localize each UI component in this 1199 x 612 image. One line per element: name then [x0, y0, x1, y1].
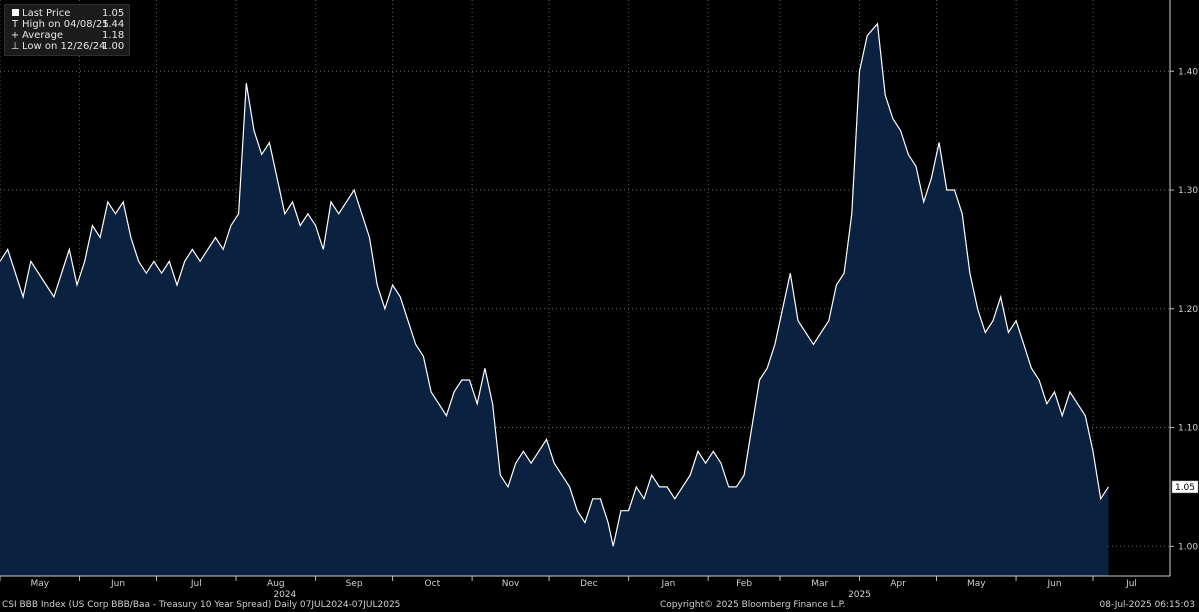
y-tick-label: 1.30	[1178, 186, 1198, 196]
average-marker-icon: +	[10, 30, 20, 41]
footer-timestamp: 08-Jul-2025 06:15:03	[1099, 600, 1196, 610]
x-tick-label: May	[967, 579, 986, 589]
y-tick-label: 1.00	[1178, 542, 1198, 552]
y-tick-label: 1.10	[1178, 424, 1198, 434]
x-tick-label: Dec	[580, 579, 597, 589]
x-tick-label: Jul	[1125, 579, 1137, 589]
legend-value: 1.00	[102, 41, 125, 52]
x-tick-label: Feb	[736, 579, 752, 589]
legend-item-last-price: Last Price 1.05	[10, 8, 124, 19]
y-tick-label: 1.20	[1178, 305, 1198, 315]
x-tick-label: Nov	[502, 579, 520, 589]
x-tick-label: Aug	[267, 579, 285, 589]
legend-label: Last Price	[22, 8, 71, 19]
x-tick-label: Jul	[190, 579, 202, 589]
legend: Last Price 1.05 T High on 04/08/25 1.44 …	[4, 4, 130, 56]
legend-value: 1.44	[102, 19, 125, 30]
legend-item-low: ⊥ Low on 12/26/24 1.00	[10, 41, 125, 52]
x-tick-label: Oct	[425, 579, 441, 589]
high-marker-icon: T	[11, 19, 19, 30]
year-label: 2025	[848, 590, 871, 600]
legend-label: High on 04/08/25	[22, 19, 109, 30]
series-line	[0, 22, 1109, 547]
last-price-tag	[1171, 480, 1199, 494]
legend-label: Average	[22, 30, 64, 41]
x-tick-label: Sep	[346, 579, 363, 589]
low-marker-icon: ⊥	[10, 41, 20, 52]
area-series	[0, 22, 1109, 577]
x-tick-label: May	[30, 579, 49, 589]
legend-item-average: + Average 1.18	[10, 30, 124, 41]
legend-value: 1.05	[102, 8, 125, 19]
footer-title: CSI BBB Index (US Corp BBB/Baa - Treasur…	[2, 600, 401, 610]
legend-label: Low on 12/26/24	[22, 41, 106, 52]
year-label: 2024	[273, 590, 296, 600]
x-tick-label: Mar	[811, 579, 828, 589]
last-price-label: 1.05	[1175, 483, 1195, 493]
axes: 1.00 1.10 1.20 1.30 1.40 May Jun Jul Aug Sep Oct No…	[0, 0, 1198, 600]
x-tick-label: Jun	[1047, 579, 1062, 589]
area-fill	[0, 23, 1109, 577]
legend-value: 1.18	[102, 30, 125, 41]
square-icon	[10, 8, 20, 19]
x-tick-label: Jun	[110, 579, 125, 589]
x-tick-label: Jan	[660, 579, 675, 589]
y-tick-label: 1.40	[1178, 67, 1198, 77]
footer-copyright: Copyright© 2025 Bloomberg Finance L.P.	[660, 600, 846, 610]
x-tick-label: Apr	[890, 579, 906, 589]
legend-item-high: T High on 04/08/25 1.44	[10, 19, 124, 30]
